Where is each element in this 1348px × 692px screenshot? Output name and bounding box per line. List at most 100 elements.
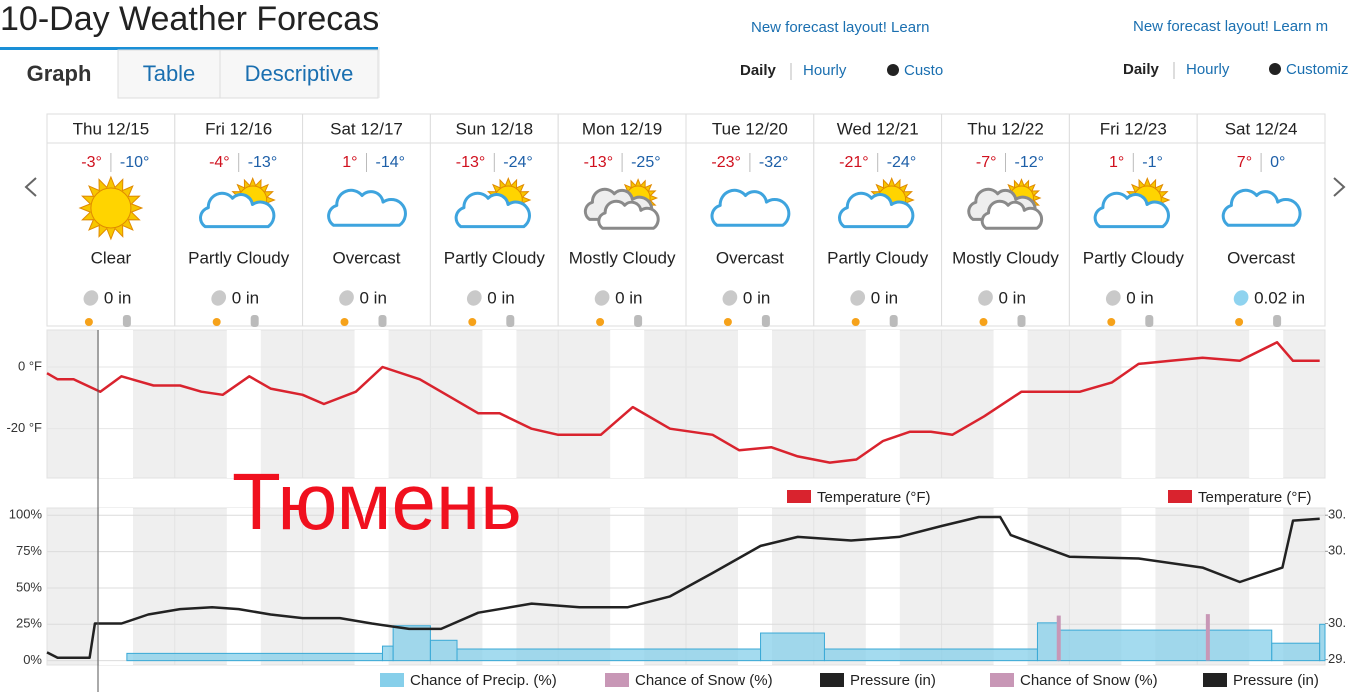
moon-icon — [1273, 315, 1282, 327]
day-band — [993, 330, 1028, 478]
sunrise-icon — [84, 318, 93, 326]
day-card: Sat 12/24 7° 0° Overcast 0.02 in — [1196, 113, 1326, 327]
cloud — [454, 191, 531, 229]
precip-drop — [339, 290, 354, 306]
sunrise-icon — [212, 318, 221, 326]
day-low: -14° — [376, 154, 406, 171]
y2-tick-label: 30. — [1328, 507, 1346, 522]
day-date: Thu 12/22 — [967, 119, 1044, 138]
precip-drop — [850, 290, 866, 306]
view-daily[interactable]: Daily — [740, 62, 777, 79]
pressure-line — [46, 515, 1320, 660]
day-low: 0° — [1270, 154, 1285, 171]
header-panel — [945, 0, 1348, 98]
moon-icon — [250, 315, 259, 327]
legend-swatch — [1203, 673, 1227, 687]
day-precip: 0 in — [487, 288, 514, 307]
precip-drop — [211, 290, 227, 306]
day-band — [738, 330, 772, 478]
header-left: New forecast layout! Learn Daily Hourly … — [380, 0, 945, 98]
legend-label: Pressure (in) — [850, 672, 936, 689]
gear-icon — [1269, 63, 1281, 75]
y-tick-label: -20 °F — [6, 420, 42, 435]
view-hourly[interactable]: Hourly — [803, 62, 847, 79]
day-band — [482, 508, 517, 665]
precip-drop — [466, 290, 482, 306]
day-card: Tue 12/20 -23° -32° Overcast 0 in — [685, 113, 815, 327]
day-band — [993, 508, 1028, 665]
view-custom[interactable]: Customiz — [1286, 61, 1348, 78]
day-condition: Partly Cloudy — [444, 248, 546, 267]
y-tick-label: 0% — [23, 652, 42, 667]
notice-link[interactable]: New forecast layout! Learn m — [1133, 18, 1328, 35]
precip-step — [1319, 623, 1326, 662]
day-high: 1° — [1109, 154, 1124, 171]
cloud — [327, 188, 407, 227]
day-band — [99, 330, 133, 478]
precip-step — [760, 632, 825, 662]
day-high: -13° — [456, 154, 486, 171]
legend-label: Temperature (°F) — [817, 489, 931, 506]
day-band — [482, 330, 517, 478]
tab[interactable]: Graph — [27, 61, 92, 86]
precip-drop — [978, 290, 993, 306]
prev-arrow[interactable] — [24, 177, 37, 197]
day-date: Sat 12/17 — [330, 119, 403, 138]
sunrise-icon — [851, 318, 860, 326]
day-precip: 0 in — [360, 288, 387, 307]
snow-spike — [1205, 614, 1210, 661]
day-high: -23° — [711, 154, 741, 171]
sunrise-icon — [1107, 318, 1116, 326]
day-date: Mon 12/19 — [582, 119, 662, 138]
sunrise-icon — [723, 318, 732, 326]
moon-icon — [506, 315, 515, 327]
view-hourly[interactable]: Hourly — [1186, 61, 1230, 78]
y-tick-label: 50% — [16, 579, 42, 594]
tab-bg — [219, 49, 379, 99]
day-date: Fri 12/16 — [205, 119, 272, 138]
day-high: 7° — [1237, 154, 1252, 171]
notice-link[interactable]: New forecast layout! Learn — [751, 19, 929, 36]
tab[interactable]: Descriptive — [245, 61, 354, 86]
tab[interactable]: Table — [143, 61, 196, 86]
day-low: -1° — [1142, 154, 1163, 171]
day-date: Fri 12/23 — [1100, 119, 1167, 138]
day-high: -7° — [976, 154, 997, 171]
sun-core — [90, 187, 132, 229]
day-condition: Clear — [91, 248, 132, 267]
day-date: Sun 12/18 — [456, 119, 534, 138]
cloud — [1093, 191, 1170, 229]
day-card: Wed 12/21 -21° -24° Partly Cloudy 0 in — [813, 113, 943, 327]
moon-icon — [1145, 315, 1154, 327]
day-precip: 0 in — [743, 288, 770, 307]
sunrise-icon — [468, 318, 477, 326]
day-low: -12° — [1015, 154, 1045, 171]
temperature-chart: 0 °F -20 °F Temperature (°F) Temperature (°… — [0, 329, 1326, 506]
cloud — [597, 199, 660, 230]
view-custom[interactable]: Custo — [904, 62, 943, 79]
precip-drop — [1105, 290, 1121, 306]
cloud — [980, 199, 1044, 230]
day-condition: Partly Cloudy — [827, 248, 929, 267]
header-panel — [380, 0, 945, 98]
day-band — [226, 508, 261, 665]
day-condition: Partly Cloudy — [188, 248, 290, 267]
tab-bg — [117, 49, 221, 99]
day-card: Thu 12/15 -3° -10° Clear 0 in — [46, 113, 176, 327]
next-arrow[interactable] — [1333, 177, 1346, 197]
tab-active-bg — [0, 47, 118, 99]
day-band — [226, 330, 261, 478]
precip-step — [381, 645, 394, 662]
tab-accent — [0, 47, 118, 50]
y2-tick-label: 29. — [1328, 651, 1346, 666]
day-precip: 0 in — [999, 288, 1026, 307]
precip-step — [456, 648, 762, 662]
precip-step — [1058, 629, 1273, 662]
city-overlay: Тюмень — [232, 457, 522, 546]
day-card: Sat 12/17 1° -14° Overcast 0 in — [302, 113, 431, 327]
day-band — [610, 330, 645, 478]
day-band — [610, 508, 645, 665]
day-condition: Overcast — [1227, 248, 1295, 267]
view-daily[interactable]: Daily — [1123, 61, 1160, 78]
day-condition: Overcast — [716, 248, 784, 267]
